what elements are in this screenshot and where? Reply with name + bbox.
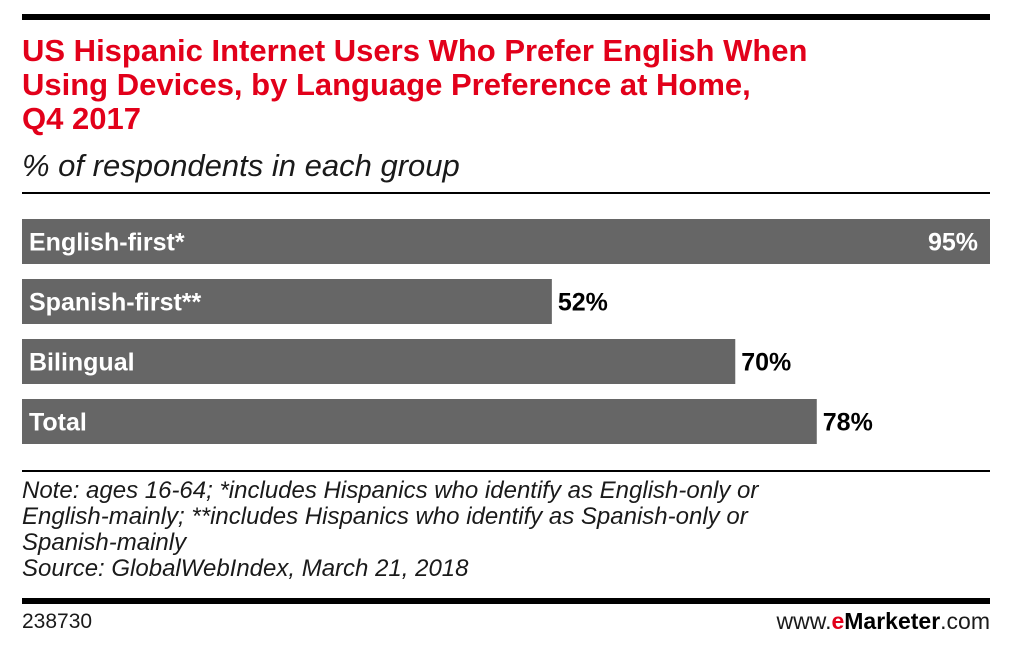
chart-subtitle: % of respondents in each group: [22, 148, 460, 183]
bottom-rule: [22, 598, 990, 604]
top-rule: [22, 14, 990, 20]
title-line: Q4 2017: [22, 101, 141, 136]
bar-chart: English-first* 95% Spanish-first** 52% Bilin…: [22, 219, 990, 444]
bar-3: [22, 399, 817, 444]
bar-2: [22, 339, 736, 384]
chart-id: 238730: [22, 610, 93, 633]
category-label: Total: [29, 409, 87, 437]
chart-notes: Note: ages 16-64; *includes Hispanics wh…: [22, 478, 992, 582]
emarketer-logo[interactable]: www.eMarketer.com: [777, 608, 990, 635]
title-line: Using Devices, by Language Preference at…: [22, 67, 751, 102]
brand-name: Marketer: [844, 608, 941, 634]
chart-divider: [22, 470, 990, 472]
value-label: 70%: [741, 349, 791, 377]
source-line: Source: GlobalWebIndex, March 21, 2018: [22, 555, 469, 582]
title-line: US Hispanic Internet Users Who Prefer En…: [22, 33, 808, 68]
note-line: English-mainly; **includes Hispanics who…: [22, 503, 748, 530]
category-label: English-first*: [29, 229, 185, 257]
brand-suffix: .com: [940, 608, 990, 634]
brand-e: e: [831, 608, 845, 634]
value-label: 52%: [558, 289, 608, 317]
note-line: Spanish-mainly: [22, 529, 187, 556]
category-label: Bilingual: [29, 349, 135, 377]
note-line: Note: ages 16-64; *includes Hispanics wh…: [22, 477, 759, 504]
bar-0: [22, 219, 990, 264]
bar-1: [22, 279, 552, 324]
value-label: 78%: [823, 409, 873, 437]
chart-title: US Hispanic Internet Users Who Prefer En…: [22, 34, 982, 136]
value-label: 95%: [928, 229, 978, 257]
brand-prefix: www.: [776, 608, 832, 634]
header-divider: [22, 192, 990, 194]
category-label: Spanish-first**: [29, 289, 202, 317]
